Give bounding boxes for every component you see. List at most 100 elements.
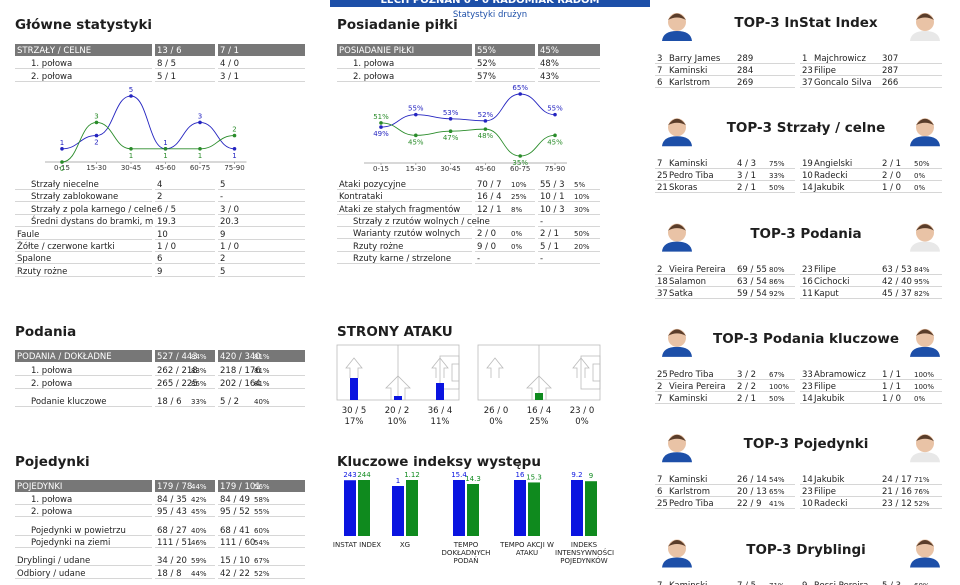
header-cell <box>15 350 152 362</box>
row-line <box>15 577 152 579</box>
attack-pct: 10% <box>387 417 407 427</box>
kpi-bar <box>406 480 418 536</box>
kpi-value: 16 <box>516 471 525 479</box>
cell: 1 <box>802 54 808 64</box>
pct: 100% <box>914 370 935 379</box>
kpi-value: 1 <box>396 477 400 485</box>
point <box>94 120 99 125</box>
cell: - <box>477 253 481 264</box>
cell: 1 / 1 <box>882 369 902 380</box>
avatar-shirt <box>662 241 692 252</box>
top3-title: TOP-3 InStat Index <box>734 15 878 31</box>
cell: 24 / 17 <box>882 475 912 486</box>
point <box>414 133 418 138</box>
cell: 0% <box>511 242 523 251</box>
top3-title: TOP-3 Podania kluczowe <box>712 330 899 347</box>
point <box>198 120 202 125</box>
row-line <box>800 496 942 498</box>
avatar-hair <box>668 224 686 231</box>
cell: 1. połowa <box>31 59 73 69</box>
header-cell <box>218 350 305 362</box>
row-line <box>475 68 535 69</box>
header-text: 81% <box>254 353 270 361</box>
cell: 21 / 16 <box>882 487 912 498</box>
cell: 23 <box>802 66 813 76</box>
point <box>129 94 133 98</box>
cell: 67% <box>254 557 270 566</box>
cell: Kaminski <box>669 159 708 170</box>
point <box>448 117 453 121</box>
avatar-shirt <box>910 241 940 252</box>
row-line <box>218 275 305 277</box>
cell: 287 <box>882 66 899 76</box>
cell: 14 <box>802 183 813 194</box>
cell: 4 / 0 <box>220 59 240 69</box>
cell: Filipe <box>814 487 836 498</box>
avatar-shirt <box>662 31 692 41</box>
cell: 60% <box>254 526 270 535</box>
avatar-shirt <box>910 31 940 41</box>
cell: Kontrataki <box>339 192 383 203</box>
match-title: LECH POZNAŃ 0 - 0 RADOMIAK RADOM <box>380 0 600 6</box>
avatar-hair <box>668 540 686 547</box>
pct: 76% <box>914 488 930 497</box>
row-line <box>218 387 305 389</box>
avatar-shirt <box>662 136 692 147</box>
row-line <box>218 406 305 407</box>
row-line <box>800 87 942 88</box>
cell: 34 / 20 <box>157 556 187 567</box>
point <box>414 112 418 117</box>
row-line <box>475 213 535 215</box>
attack-pct: 11% <box>430 417 450 427</box>
row-line <box>538 189 600 190</box>
row-line <box>155 516 215 518</box>
cell: 42% <box>191 496 207 504</box>
header-text: STRZAŁY / CELNE <box>17 46 92 56</box>
cell: Pojedynki w powietrzu <box>31 525 126 536</box>
row-line <box>655 285 795 287</box>
header-cell <box>218 44 305 56</box>
row-line <box>218 238 305 240</box>
header-text: 420 / 340 <box>220 352 261 362</box>
cell: Żółte / czerwone kartki <box>17 242 115 252</box>
row-line <box>15 263 152 265</box>
cell: Radecki <box>814 499 848 510</box>
cell: 284 <box>737 66 754 76</box>
row-line <box>15 406 152 407</box>
cell: Strzały zablokowane <box>31 192 119 203</box>
cell: Strzały z pola karnego / celne <box>31 204 157 215</box>
row-line <box>15 213 152 215</box>
row-line <box>800 180 942 182</box>
subtitle: Statystyki drużyn <box>452 10 528 20</box>
cell: 2 <box>657 264 663 275</box>
cell: 2. połowa <box>31 71 73 82</box>
cell: 10 <box>157 229 168 240</box>
point <box>94 133 99 138</box>
cell: 2. połowa <box>31 507 73 518</box>
kpi-value: 243 <box>343 471 356 479</box>
row-line <box>475 225 535 227</box>
pct: 65% <box>769 488 785 497</box>
cell: Jakubik <box>814 183 845 194</box>
row-line <box>655 192 795 194</box>
row-line <box>655 496 795 498</box>
cell: Kaminski <box>669 475 708 486</box>
row-line <box>538 213 600 215</box>
row-line <box>155 375 215 376</box>
cell: 10 <box>802 499 813 510</box>
cell: 23 / 12 <box>882 499 912 510</box>
cell: 7 <box>657 475 663 486</box>
point <box>232 133 237 138</box>
cell: Rzuty rożne <box>17 266 68 277</box>
cell: 1. połowa <box>31 495 73 505</box>
section-title: Posiadanie piłki <box>337 17 458 33</box>
x-tick-label: 60-75 <box>190 164 210 172</box>
avatar-hair <box>668 118 686 126</box>
cell: 9 <box>802 580 807 585</box>
cell: 7 <box>657 66 663 76</box>
point-label: 1 <box>129 152 133 160</box>
kpi-category: TEMPO DOKŁADNYCH PODAŃ <box>441 541 491 565</box>
cell: 81% <box>254 379 270 388</box>
row-line <box>655 180 795 182</box>
